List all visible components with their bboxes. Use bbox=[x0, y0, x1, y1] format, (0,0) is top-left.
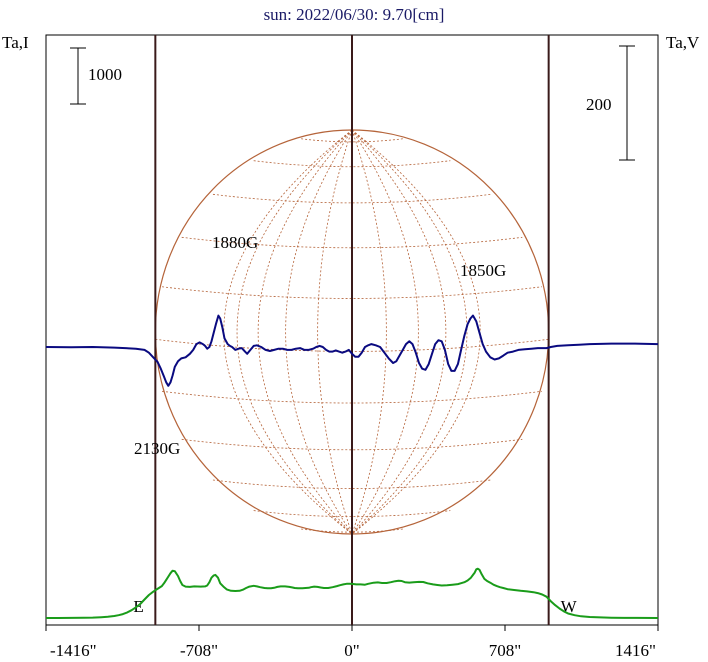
annotations: 1880G 1850G 2130G bbox=[134, 233, 506, 458]
right-scale-label: 200 bbox=[586, 95, 612, 114]
annotation-1850g: 1850G bbox=[460, 261, 506, 280]
left-scale-label: 1000 bbox=[88, 65, 122, 84]
annotation-1880g: 1880G bbox=[212, 233, 258, 252]
latitude-line bbox=[181, 438, 523, 451]
x-tick-label: -708" bbox=[180, 641, 218, 660]
longitude-line bbox=[351, 129, 447, 535]
longitude-line bbox=[351, 129, 387, 535]
x-tick-label: 0" bbox=[344, 641, 359, 660]
x-axis-ticks: -1416" -708" 0" 708" 1416" bbox=[45, 625, 659, 660]
latitude-line bbox=[161, 390, 543, 404]
chart-title: sun: 2022/06/30: 9.70[cm] bbox=[264, 5, 445, 24]
longitude-line bbox=[317, 129, 353, 535]
left-axis-label: Ta,I bbox=[2, 33, 29, 52]
right-scale-bar: 200 bbox=[586, 45, 635, 161]
x-tick-label: -1416" bbox=[50, 641, 97, 660]
right-axis-label: Ta,V bbox=[666, 33, 700, 52]
longitude-line bbox=[351, 129, 468, 535]
longitude-line bbox=[285, 129, 353, 535]
latitude-line bbox=[253, 510, 451, 518]
series-line-v bbox=[45, 314, 659, 387]
latitude-line bbox=[253, 160, 451, 168]
left-scale-bar: 1000 bbox=[70, 47, 122, 105]
x-tick-label: 708" bbox=[489, 641, 521, 660]
longitude-line bbox=[223, 129, 353, 535]
longitude-line bbox=[351, 129, 481, 535]
longitude-line bbox=[236, 129, 353, 535]
longitude-line bbox=[351, 129, 419, 535]
annotation-2130g: 2130G bbox=[134, 439, 180, 458]
series-line-i bbox=[46, 567, 659, 619]
latitude-line bbox=[181, 236, 523, 249]
series-layer bbox=[45, 314, 659, 619]
longitude-line bbox=[257, 129, 353, 535]
latitude-line bbox=[161, 286, 543, 299]
x-tick-label: 1416" bbox=[615, 641, 656, 660]
